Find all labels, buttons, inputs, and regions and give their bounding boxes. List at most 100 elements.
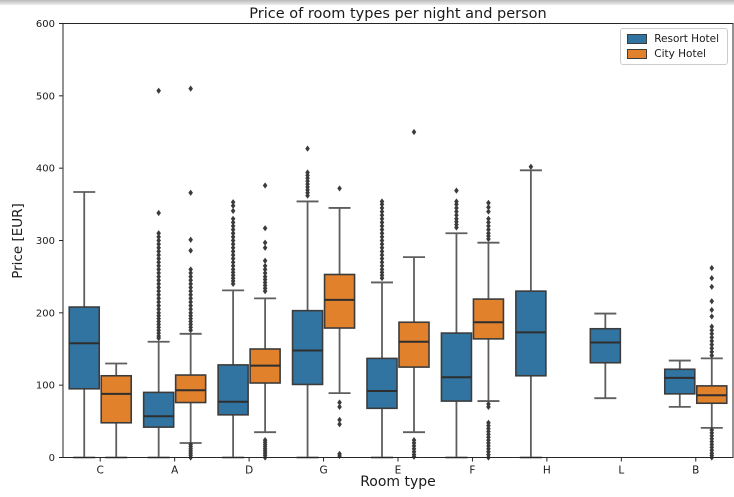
outlier-point — [379, 230, 385, 237]
box-B-resort-hotel — [663, 368, 696, 395]
outlier-point — [156, 302, 161, 309]
outlier-point — [379, 275, 385, 282]
outlier-point — [188, 284, 193, 291]
outlier-point — [230, 237, 236, 244]
box-C-city-hotel — [100, 374, 133, 424]
x-tick-label-A: A — [171, 465, 179, 477]
outlier-point — [454, 201, 459, 208]
outlier-point — [305, 192, 310, 199]
outlier-point — [454, 208, 459, 215]
outlier-point — [379, 259, 385, 266]
outlier-point — [709, 323, 715, 330]
outlier-point — [156, 284, 161, 291]
x-tick-label-F: F — [469, 465, 475, 477]
y-tick-label: 400 — [36, 164, 55, 175]
outlier-point — [156, 209, 161, 217]
box-E-resort-hotel — [366, 357, 398, 410]
outlier-point — [709, 306, 715, 314]
outlier-point — [379, 255, 385, 262]
outlier-point — [230, 215, 236, 222]
outlier-point — [156, 291, 161, 298]
outlier-point — [486, 235, 491, 243]
outlier-point — [188, 85, 193, 92]
outlier-point — [379, 208, 385, 215]
outlier-point — [230, 259, 236, 266]
y-tick-label: 200 — [36, 308, 55, 319]
outlier-point — [156, 255, 161, 262]
outlier-point — [156, 259, 161, 266]
outlier-point — [188, 277, 193, 284]
outlier-point — [262, 244, 268, 251]
outlier-point — [188, 269, 193, 277]
outlier-point — [379, 215, 385, 222]
outlier-point — [230, 248, 236, 255]
outlier-point — [156, 230, 161, 237]
legend-entry-city-hotel: City Hotel — [627, 48, 719, 60]
legend-label: Resort Hotel — [654, 33, 719, 45]
chart-title: Price of room types per night and person — [249, 6, 547, 22]
outlier-point — [188, 236, 193, 243]
outlier-point — [709, 275, 715, 282]
outlier-point — [528, 163, 534, 170]
outlier-point — [188, 327, 193, 334]
outlier-point — [379, 262, 385, 269]
legend-swatch — [627, 49, 648, 59]
box-E-city-hotel — [398, 321, 430, 368]
outlier-point — [156, 266, 161, 273]
outlier-point — [262, 266, 268, 273]
outlier-point — [156, 277, 161, 284]
outlier-point — [454, 224, 459, 231]
outlier-point — [486, 226, 491, 233]
outlier-point — [230, 222, 236, 230]
outlier-point — [230, 199, 236, 206]
outlier-point — [230, 219, 236, 226]
outlier-point — [262, 225, 268, 232]
outlier-point — [709, 348, 715, 355]
x-tick-label-H: H — [543, 465, 551, 477]
outlier-point — [709, 345, 715, 352]
outlier-point — [486, 215, 491, 222]
outlier-point — [188, 295, 193, 302]
outlier-point — [156, 248, 161, 255]
outlier-point — [156, 237, 161, 244]
outlier-point — [156, 262, 161, 269]
outlier-point — [379, 226, 385, 233]
y-tick-label: 500 — [36, 91, 55, 102]
outlier-point — [337, 185, 342, 192]
outlier-point — [230, 230, 236, 237]
x-tick-label-G: G — [319, 465, 327, 477]
outlier-point — [188, 291, 193, 298]
y-axis-label: Price [EUR] — [10, 203, 26, 279]
x-tick-label-E: E — [395, 465, 402, 477]
outlier-point — [486, 204, 491, 211]
box-C-resort-hotel — [68, 306, 101, 390]
y-tick-label: 0 — [49, 453, 55, 464]
outlier-point — [379, 248, 385, 255]
outlier-point — [156, 241, 161, 248]
outlier-point — [337, 399, 342, 406]
outlier-point — [379, 219, 385, 226]
outlier-point — [156, 251, 161, 259]
outlier-point — [188, 288, 193, 295]
outlier-point — [156, 273, 161, 280]
outlier-point — [709, 341, 715, 348]
outlier-point — [337, 403, 342, 410]
outlier-point — [709, 330, 715, 337]
box-A-resort-hotel — [142, 391, 175, 428]
outlier-point — [230, 280, 236, 287]
outlier-point — [188, 273, 193, 280]
outlier-point — [379, 244, 385, 251]
outlier-point — [156, 295, 161, 302]
outlier-point — [262, 239, 268, 246]
outlier-point — [379, 241, 385, 248]
outlier-point — [709, 264, 715, 272]
outlier-point — [486, 199, 491, 206]
outlier-point — [188, 266, 193, 273]
outlier-point — [379, 237, 385, 244]
outlier-point — [156, 298, 161, 306]
outlier-point — [188, 302, 193, 309]
outlier-point — [709, 334, 715, 341]
outlier-point — [379, 212, 385, 219]
